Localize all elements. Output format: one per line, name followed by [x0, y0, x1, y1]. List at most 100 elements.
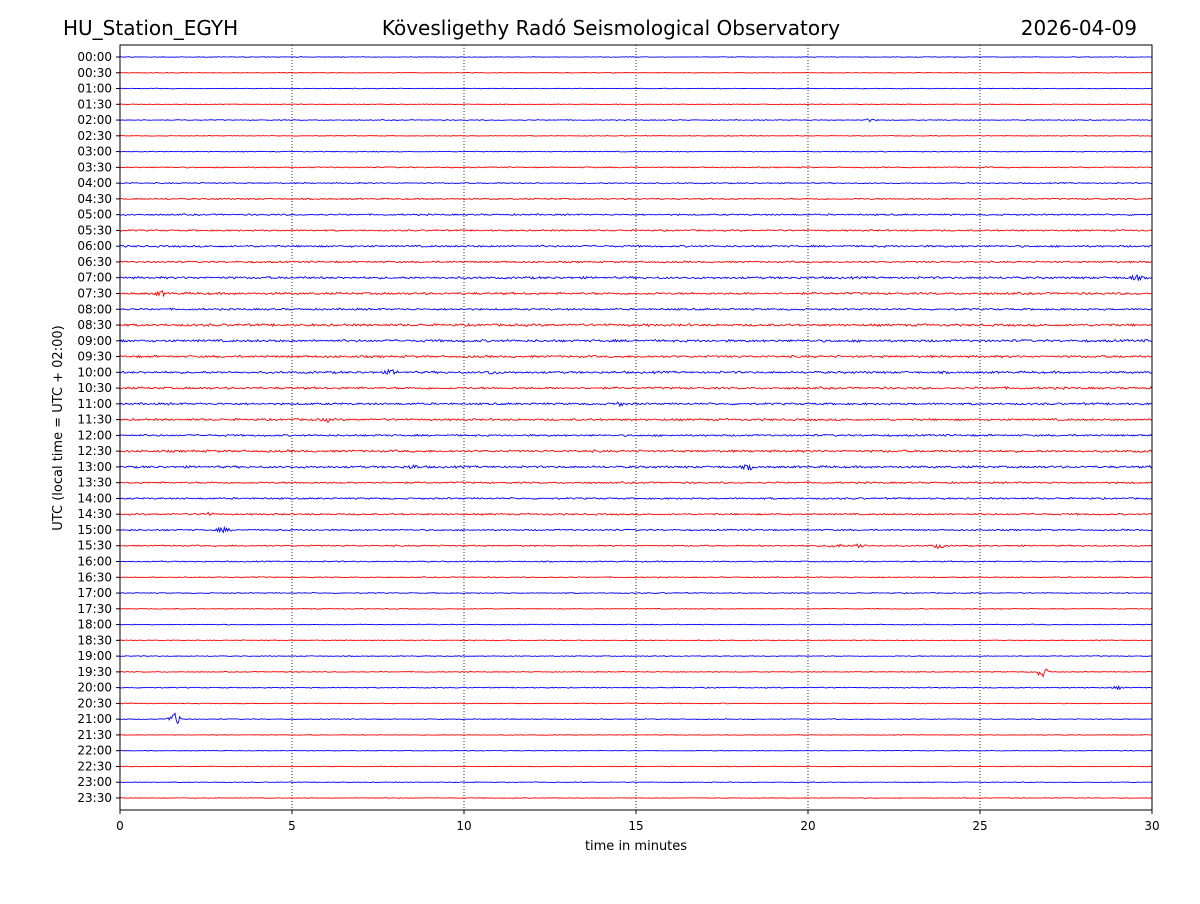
x-axis-ticks: 0 5 10 15 20 25 30 [116, 810, 1160, 833]
trace-1230 [119, 449, 1153, 454]
y-tick-label: 18:00 [77, 618, 112, 632]
trace-1130 [119, 417, 1153, 423]
trace-1900 [119, 655, 1153, 658]
trace-0330 [119, 166, 1153, 169]
y-tick-label: 19:00 [77, 649, 112, 663]
y-tick-label: 14:30 [77, 507, 112, 521]
y-tick-label: 07:30 [77, 286, 112, 300]
trace-2000 [119, 684, 1153, 691]
y-tick-label: 13:00 [77, 460, 112, 474]
trace-0930 [119, 354, 1153, 359]
trace-1430 [119, 511, 1153, 516]
trace-0530 [119, 228, 1153, 232]
trace-2100 [119, 712, 1153, 724]
y-tick-label: 18:30 [77, 633, 112, 647]
trace-0400 [119, 181, 1152, 185]
y-tick-label: 00:30 [77, 66, 112, 80]
trace-2300 [119, 781, 1153, 784]
trace-1800 [119, 623, 1153, 626]
trace-1100 [119, 401, 1153, 408]
trace-0500 [119, 213, 1153, 217]
y-tick-label: 11:00 [77, 397, 112, 411]
y-tick-label: 16:30 [77, 570, 112, 584]
y-tick-label: 23:30 [77, 791, 112, 805]
trace-1330 [119, 481, 1153, 485]
trace-1530 [119, 543, 1153, 549]
y-tick-label: 16:00 [77, 555, 112, 569]
trace-1630 [119, 576, 1153, 579]
trace-0600 [119, 244, 1153, 248]
trace-0430 [119, 197, 1153, 201]
y-tick-label: 04:30 [77, 192, 112, 206]
y-axis-label: UTC (local time = UTC + 02:00) [51, 325, 66, 530]
y-tick-label: 15:00 [77, 523, 112, 537]
y-tick-label: 01:00 [77, 82, 112, 96]
y-tick-label: 01:30 [77, 97, 112, 111]
y-tick-label: 21:30 [77, 728, 112, 742]
trace-1400 [119, 496, 1153, 500]
y-tick-label: 10:30 [77, 381, 112, 395]
y-tick-label: 08:00 [77, 302, 112, 316]
trace-1700 [119, 591, 1153, 595]
x-tick-label: 0 [116, 819, 124, 833]
y-tick-label: 07:00 [77, 271, 112, 285]
chart-title: Kövesligethy Radó Seismological Observat… [382, 16, 840, 40]
trace-0200 [119, 118, 1153, 123]
y-tick-label: 08:30 [77, 318, 112, 332]
trace-2230 [119, 765, 1153, 768]
trace-2030 [119, 702, 1153, 705]
y-tick-label: 06:30 [77, 255, 112, 269]
trace-1030 [119, 385, 1153, 391]
y-tick-label: 06:00 [77, 239, 112, 253]
trace-1600 [119, 560, 1153, 563]
trace-0730 [119, 290, 1153, 298]
trace-1930 [119, 668, 1153, 678]
x-tick-label: 5 [288, 819, 296, 833]
trace-0300 [119, 150, 1153, 153]
x-tick-label: 25 [972, 819, 987, 833]
y-tick-label: 00:00 [77, 50, 112, 64]
trace-2330 [119, 797, 1153, 799]
chart-date: 2026-04-09 [1021, 16, 1137, 40]
station-name: HU_Station_EGYH [63, 16, 238, 40]
trace-0100 [119, 87, 1153, 90]
trace-0030 [119, 71, 1153, 74]
trace-0700 [119, 274, 1153, 282]
y-tick-label: 15:30 [77, 539, 112, 553]
y-tick-label: 05:00 [77, 208, 112, 222]
trace-0230 [119, 134, 1153, 137]
y-tick-label: 14:00 [77, 491, 112, 505]
y-tick-label: 02:30 [77, 129, 112, 143]
y-tick-label: 03:00 [77, 145, 112, 159]
y-tick-label: 20:30 [77, 696, 112, 710]
y-tick-label: 19:30 [77, 665, 112, 679]
trace-0800 [119, 307, 1153, 311]
trace-1500 [119, 525, 1153, 534]
y-tick-label: 13:30 [77, 476, 112, 490]
x-tick-label: 15 [628, 819, 643, 833]
trace-2200 [119, 749, 1153, 752]
y-tick-label: 12:00 [77, 428, 112, 442]
y-tick-label: 09:00 [77, 334, 112, 348]
y-tick-label: 23:00 [77, 775, 112, 789]
y-tick-label: 20:00 [77, 681, 112, 695]
trace-0830 [119, 322, 1153, 328]
y-tick-label: 02:00 [77, 113, 112, 127]
y-tick-label: 12:30 [77, 444, 112, 458]
trace-1730 [119, 607, 1153, 610]
y-tick-label: 03:30 [77, 160, 112, 174]
trace-2130 [119, 734, 1153, 736]
trace-0900 [119, 338, 1153, 343]
y-tick-label: 11:30 [77, 413, 112, 427]
trace-0130 [119, 103, 1153, 106]
y-tick-label: 22:30 [77, 759, 112, 773]
y-tick-label: 09:30 [77, 350, 112, 364]
trace-0000 [119, 56, 1153, 58]
y-tick-label: 22:00 [77, 744, 112, 758]
y-tick-label: 04:00 [77, 176, 112, 190]
trace-1200 [119, 433, 1153, 438]
y-tick-label: 17:00 [77, 586, 112, 600]
